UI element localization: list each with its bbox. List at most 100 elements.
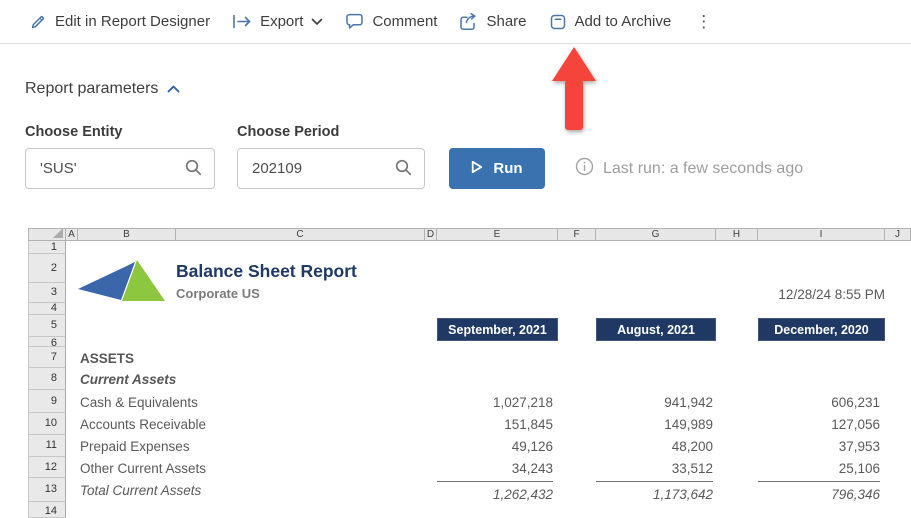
toolbar-item-label: Add to Archive — [574, 13, 672, 30]
select-all-corner[interactable] — [28, 228, 66, 241]
line-item-value: 151,845 — [504, 417, 553, 432]
line-item-value: 34,243 — [511, 461, 553, 476]
line-item-value: 941,942 — [664, 395, 713, 410]
column-header-h[interactable]: H — [716, 228, 758, 241]
edit-in-report-designer-button[interactable]: Edit in Report Designer — [29, 13, 210, 31]
report-parameters-title: Report parameters — [25, 80, 159, 97]
table-row: Prepaid Expenses 49,126 48,200 37,953 — [66, 436, 911, 458]
table-row: Accounts Receivable 151,845 149,989 127,… — [66, 414, 911, 436]
row-header-3[interactable]: 3 — [28, 283, 66, 303]
line-item-value: 33,512 — [671, 461, 713, 476]
table-row: Cash & Equivalents 1,027,218 941,942 606… — [66, 391, 911, 414]
table-row: Other Current Assets 34,243 33,512 25,10… — [66, 458, 911, 479]
last-run-text: Last run: a few seconds ago — [603, 159, 804, 177]
line-item-value: 127,056 — [831, 417, 880, 432]
add-to-archive-button[interactable]: Add to Archive — [549, 13, 672, 31]
column-header-g[interactable]: G — [596, 228, 716, 241]
row-header-8[interactable]: 8 — [28, 368, 66, 390]
column-header-e[interactable]: E — [437, 228, 558, 241]
total-row: Total Current Assets 1,262,432 1,173,642… — [66, 481, 911, 503]
row-header-9[interactable]: 9 — [28, 390, 66, 413]
chevron-up-icon — [167, 80, 180, 98]
line-item-value: 149,989 — [664, 417, 713, 432]
line-item-label: Other Current Assets — [80, 461, 207, 476]
line-item-value: 25,106 — [838, 461, 880, 476]
company-logo — [78, 256, 172, 301]
total-row-value: 796,346 — [758, 481, 880, 504]
line-item-value: 48,200 — [671, 439, 713, 454]
share-icon — [459, 12, 478, 31]
row-header-14[interactable]: 14 — [28, 502, 66, 518]
subsection-label: Current Assets — [80, 372, 177, 387]
line-item-label: Accounts Receivable — [80, 417, 207, 432]
total-row-label: Total Current Assets — [80, 483, 202, 498]
column-header-c[interactable]: C — [176, 228, 425, 241]
column-header-b[interactable]: B — [78, 228, 176, 241]
report-subtitle: Corporate US — [176, 286, 260, 301]
row-header-11[interactable]: 11 — [28, 435, 66, 457]
more-vertical-icon: ⋮ — [695, 11, 713, 31]
period-header-august-2021: August, 2021 — [596, 318, 716, 341]
toolbar-item-label: Comment — [372, 13, 438, 30]
column-header-d[interactable]: D — [425, 228, 437, 241]
line-item-value: 606,231 — [831, 395, 880, 410]
comment-button[interactable]: Comment — [345, 13, 437, 30]
last-run-status: Last run: a few seconds ago — [575, 148, 803, 189]
line-item-label: Prepaid Expenses — [80, 439, 190, 454]
toolbar-item-label: Share — [486, 13, 527, 30]
chevron-down-icon — [311, 18, 323, 26]
row-header-4[interactable]: 4 — [28, 303, 66, 315]
total-row-value: 1,262,432 — [437, 481, 553, 504]
line-item-value: 1,027,218 — [492, 395, 553, 410]
more-options-button[interactable]: ⋮ — [695, 12, 712, 32]
choose-entity-label: Choose Entity — [25, 124, 123, 140]
row-header-10[interactable]: 10 — [28, 413, 66, 435]
column-header-i[interactable]: I — [758, 228, 885, 241]
toolbar: Edit in Report Designer Export — [0, 0, 911, 44]
play-icon — [471, 160, 483, 178]
section-label: ASSETS — [80, 351, 135, 366]
export-button[interactable]: Export — [232, 13, 323, 30]
column-header-f[interactable]: F — [558, 228, 596, 241]
line-item-value: 49,126 — [511, 439, 553, 454]
toolbar-item-label: Edit in Report Designer — [55, 13, 211, 30]
row-header-12[interactable]: 12 — [28, 457, 66, 478]
column-header-a[interactable]: A — [66, 228, 78, 241]
toolbar-item-label: Export — [260, 13, 304, 30]
row-header-2[interactable]: 2 — [28, 254, 66, 283]
info-icon — [575, 157, 594, 181]
choose-entity-field — [25, 148, 215, 189]
archive-icon — [549, 13, 567, 31]
share-button[interactable]: Share — [459, 12, 527, 31]
section-row-assets: ASSETS — [66, 348, 911, 369]
pencil-icon — [29, 13, 47, 31]
line-item-label: Cash & Equivalents — [80, 395, 198, 410]
search-icon — [185, 159, 202, 179]
entity-input[interactable] — [26, 160, 185, 177]
run-button-label: Run — [493, 160, 523, 177]
report-timestamp: 12/28/24 8:55 PM — [778, 287, 885, 302]
row-header-13[interactable]: 13 — [28, 478, 66, 502]
choose-period-label: Choose Period — [237, 124, 340, 140]
export-icon — [232, 14, 252, 29]
report-title: Balance Sheet Report — [176, 261, 357, 281]
subsection-row-current-assets: Current Assets — [66, 369, 911, 391]
search-icon — [395, 159, 412, 179]
period-header-december-2020: December, 2020 — [758, 318, 885, 341]
period-header-september-2021: September, 2021 — [437, 318, 558, 341]
select-all-triangle-icon — [53, 228, 63, 238]
entity-search-button[interactable] — [185, 159, 214, 179]
run-button[interactable]: Run — [449, 148, 545, 189]
row-header-6[interactable]: 6 — [28, 337, 66, 347]
report-canvas: Balance Sheet Report Corporate US 12/28/… — [66, 241, 911, 518]
row-header-5[interactable]: 5 — [28, 315, 66, 337]
line-item-value: 37,953 — [838, 439, 880, 454]
row-header-7[interactable]: 7 — [28, 347, 66, 368]
report-parameters-toggle[interactable]: Report parameters — [25, 80, 180, 98]
column-header-j[interactable]: J — [885, 228, 911, 241]
period-input[interactable] — [238, 160, 395, 177]
row-header-1[interactable]: 1 — [28, 241, 66, 254]
period-search-button[interactable] — [395, 159, 424, 179]
spreadsheet: A B C D E F G H I J 1 2 3 4 5 6 7 8 9 10… — [28, 228, 911, 518]
